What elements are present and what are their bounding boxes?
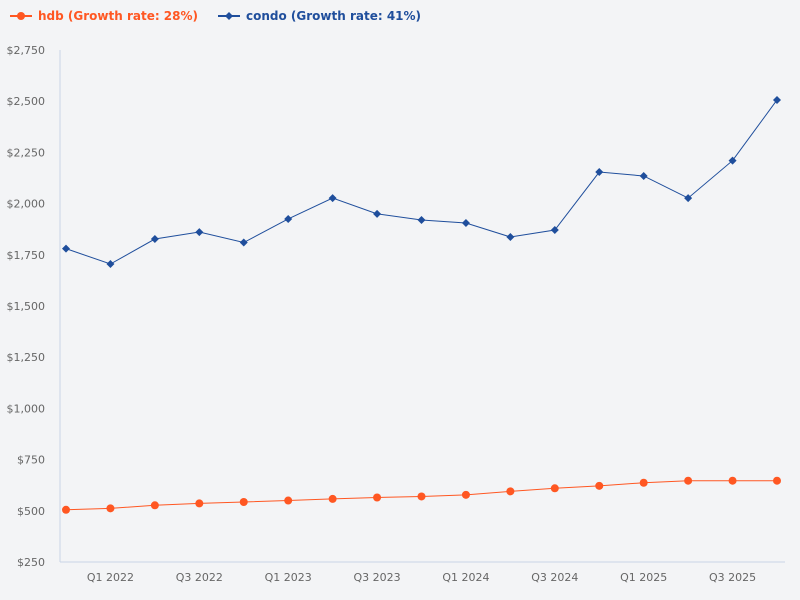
- legend-item-hdb[interactable]: hdb (Growth rate: 28%): [10, 9, 198, 23]
- x-tick-label: Q3 2022: [176, 571, 223, 584]
- y-tick-label: $2,750: [7, 44, 46, 57]
- data-point-hdb: [195, 499, 204, 508]
- data-point-condo: [328, 194, 337, 203]
- data-point-condo: [639, 171, 648, 180]
- data-point-hdb: [328, 494, 337, 503]
- data-point-condo: [506, 232, 515, 241]
- x-tick-label: Q1 2023: [265, 571, 312, 584]
- x-tick-label: Q3 2024: [531, 571, 578, 584]
- y-tick-label: $500: [17, 505, 45, 518]
- x-tick-label: Q1 2024: [442, 571, 489, 584]
- data-point-condo: [150, 235, 159, 244]
- data-point-condo: [595, 168, 604, 177]
- legend-label-hdb: hdb (Growth rate: 28%): [38, 9, 199, 23]
- y-tick-label: $1,000: [7, 402, 46, 415]
- data-point-condo: [684, 194, 693, 203]
- data-point-hdb: [461, 490, 470, 499]
- y-tick-label: $1,500: [7, 300, 46, 313]
- data-point-hdb: [284, 496, 293, 505]
- data-point-hdb: [728, 476, 737, 485]
- y-tick-label: $1,750: [7, 249, 46, 262]
- y-tick-label: $2,000: [7, 198, 46, 211]
- data-point-condo: [728, 156, 737, 165]
- y-tick-label: $1,250: [7, 351, 46, 364]
- data-point-condo: [284, 214, 293, 223]
- data-point-hdb: [239, 497, 248, 506]
- data-point-hdb: [639, 478, 648, 487]
- data-point-hdb: [684, 476, 693, 485]
- data-point-hdb: [150, 501, 159, 510]
- circle-marker-icon: [10, 12, 32, 20]
- data-point-condo: [373, 209, 382, 218]
- x-tick-label: Q1 2022: [87, 571, 134, 584]
- data-point-condo: [195, 228, 204, 237]
- x-tick-label: Q1 2025: [620, 571, 667, 584]
- data-point-hdb: [62, 505, 70, 514]
- data-point-condo: [239, 238, 248, 247]
- data-point-condo: [550, 226, 559, 235]
- y-tick-label: $750: [17, 454, 45, 467]
- data-point-hdb: [417, 492, 426, 501]
- legend-item-condo[interactable]: condo (Growth rate: 41%): [218, 9, 421, 23]
- data-point-hdb: [773, 476, 781, 485]
- data-point-hdb: [106, 504, 115, 513]
- x-tick-label: Q3 2025: [709, 571, 756, 584]
- data-point-condo: [417, 215, 426, 224]
- diamond-marker-icon: [218, 12, 241, 20]
- legend-label-condo: condo (Growth rate: 41%): [246, 9, 422, 23]
- data-point-hdb: [373, 493, 382, 502]
- y-tick-label: $250: [17, 556, 45, 569]
- data-point-hdb: [506, 487, 515, 496]
- y-tick-label: $2,250: [7, 146, 46, 159]
- x-tick-label: Q3 2023: [353, 571, 400, 584]
- data-point-condo: [106, 260, 115, 269]
- data-point-hdb: [550, 484, 559, 493]
- data-point-hdb: [595, 481, 604, 490]
- y-tick-label: $2,500: [7, 95, 46, 108]
- data-point-condo: [461, 219, 470, 228]
- legend: hdb (Growth rate: 28%) condo (Growth rat…: [10, 9, 421, 23]
- data-point-condo: [773, 95, 781, 104]
- data-point-condo: [62, 244, 70, 253]
- series-line-condo: [65, 99, 778, 265]
